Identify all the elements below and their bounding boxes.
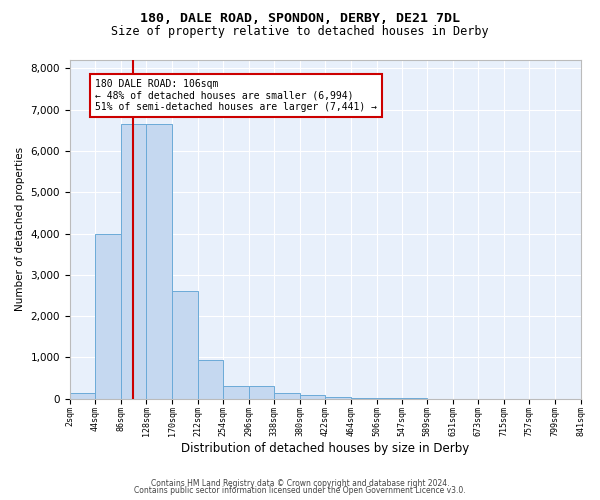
- Text: Size of property relative to detached houses in Derby: Size of property relative to detached ho…: [111, 25, 489, 38]
- Bar: [70, 394, 95, 399]
- Bar: [121, 124, 146, 399]
- Y-axis label: Number of detached properties: Number of detached properties: [15, 148, 25, 312]
- Text: 180, DALE ROAD, SPONDON, DERBY, DE21 7DL: 180, DALE ROAD, SPONDON, DERBY, DE21 7DL: [140, 12, 460, 26]
- Bar: [197, 360, 223, 399]
- Text: Contains public sector information licensed under the Open Government Licence v3: Contains public sector information licen…: [134, 486, 466, 495]
- Text: Contains HM Land Registry data © Crown copyright and database right 2024.: Contains HM Land Registry data © Crown c…: [151, 478, 449, 488]
- Bar: [172, 292, 197, 399]
- Bar: [249, 386, 274, 399]
- Bar: [351, 398, 377, 399]
- Bar: [95, 234, 121, 399]
- Bar: [223, 386, 249, 399]
- Bar: [325, 396, 351, 399]
- Text: 180 DALE ROAD: 106sqm
← 48% of detached houses are smaller (6,994)
51% of semi-d: 180 DALE ROAD: 106sqm ← 48% of detached …: [95, 78, 377, 112]
- X-axis label: Distribution of detached houses by size in Derby: Distribution of detached houses by size …: [181, 442, 469, 455]
- Bar: [146, 124, 172, 399]
- Bar: [300, 395, 325, 399]
- Bar: [274, 394, 300, 399]
